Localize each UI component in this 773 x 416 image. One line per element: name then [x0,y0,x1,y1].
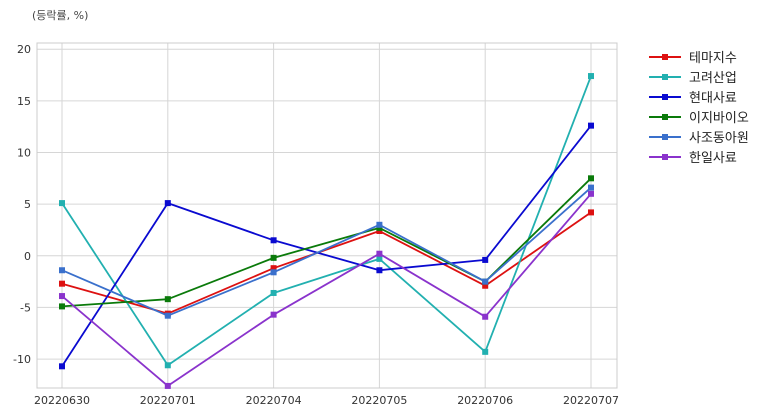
data-point [376,267,383,274]
legend-swatch-marker [662,134,668,140]
data-point [376,221,383,228]
data-point [482,348,489,355]
legend-item: 고려산업 [649,71,737,86]
y-tick-label: 20 [17,43,31,56]
data-point [588,175,594,182]
data-point [270,237,277,244]
y-tick-label: 15 [17,95,31,108]
x-tick-label: 20220706 [457,394,513,407]
data-point [270,265,277,272]
y-tick-label: -5 [20,301,31,314]
data-point [482,313,489,320]
data-point [482,282,489,289]
y-tick-label: -10 [13,353,31,366]
data-point [59,293,65,300]
data-point [482,256,489,263]
series-line [61,186,592,317]
x-tick-label: 20220704 [246,394,302,407]
data-point [270,289,277,296]
data-point [588,190,594,197]
legend-swatch-marker [662,54,668,60]
x-tick-label: 20220707 [563,394,619,407]
series-2 [59,73,594,369]
legend-swatch-marker [662,114,668,120]
legend-label: 한일사료 [689,151,737,166]
data-point [164,296,171,303]
legend-label: 고려산업 [689,71,737,86]
series-6 [59,190,594,389]
data-point [588,122,594,129]
data-point [270,311,277,318]
legend-swatch-marker [662,154,668,160]
x-axis-ticks: 20220630 20220701 20220704 20220705 20220706… [34,394,619,407]
x-tick-label: 20220630 [34,394,90,407]
series-4 [59,175,594,310]
data-point [59,267,65,274]
data-point [482,278,489,285]
x-tick-label: 20220705 [351,394,407,407]
legend-label: 테마지수 [689,51,737,66]
data-point [270,254,277,261]
x-tick-label: 20220701 [140,394,196,407]
legend-label: 현대사료 [689,91,737,106]
legend-item: 테마지수 [649,51,737,66]
data-point [59,200,65,207]
legend-label: 이지바이오 [689,111,749,126]
data-point [59,280,65,287]
unit-label: (등락률, %) [32,9,88,22]
grid-lines [37,43,617,388]
series-3 [59,122,594,370]
legend-item: 이지바이오 [649,111,749,126]
legend-swatch-marker [662,94,668,100]
series-line [61,125,592,367]
series-line [61,177,592,308]
legend-swatch-marker [662,74,668,80]
plot-frame [36,42,618,389]
series-line [61,75,592,367]
data-point [376,255,383,262]
data-point [164,362,171,369]
data-point [376,250,383,257]
y-axis-ticks: -10 -5 0 5 10 15 20 [13,43,31,366]
data-point [270,269,277,276]
legend-label: 사조동아원 [689,131,749,146]
data-point [164,200,171,207]
series-layer [59,73,594,389]
series-line [61,193,592,387]
legend-item: 사조동아원 [649,131,749,146]
data-point [59,303,65,310]
data-point [376,227,383,234]
y-tick-label: 10 [17,146,31,159]
y-tick-label: 5 [24,198,31,211]
data-point [164,312,171,319]
data-point [588,73,594,80]
y-tick-label: 0 [24,250,31,263]
series-5 [59,184,594,319]
data-point [164,382,171,389]
data-point [588,184,594,191]
data-point [59,363,65,370]
legend-item: 한일사료 [649,151,737,166]
data-point [376,224,383,231]
legend-item: 현대사료 [649,91,737,106]
data-point [588,209,594,216]
